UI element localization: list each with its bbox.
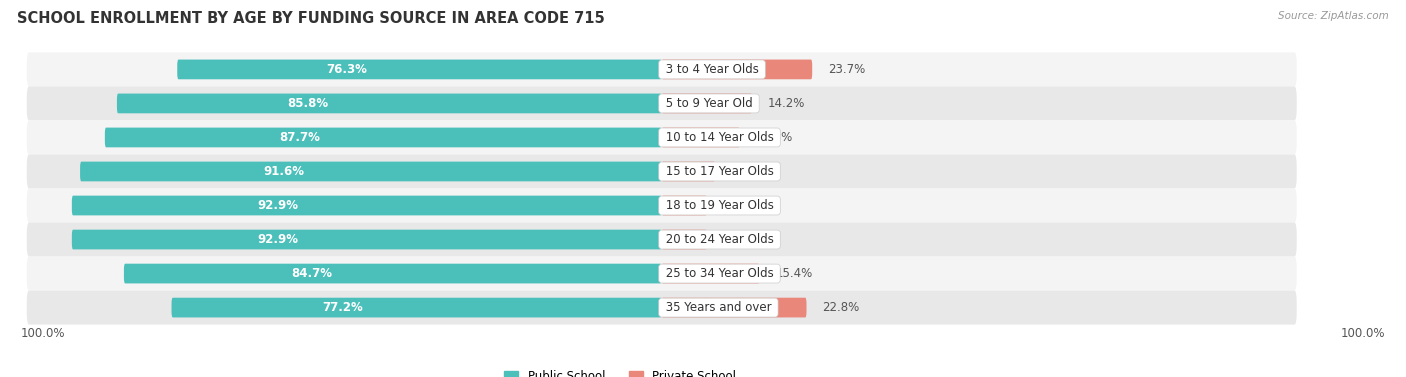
Text: 87.7%: 87.7% (280, 131, 321, 144)
FancyBboxPatch shape (124, 264, 662, 284)
FancyBboxPatch shape (27, 86, 1296, 121)
Text: 85.8%: 85.8% (287, 97, 328, 110)
FancyBboxPatch shape (72, 196, 662, 215)
Text: 20 to 24 Year Olds: 20 to 24 Year Olds (662, 233, 778, 246)
Text: 35 Years and over: 35 Years and over (662, 301, 775, 314)
FancyBboxPatch shape (105, 127, 662, 147)
FancyBboxPatch shape (662, 230, 707, 250)
Text: 91.6%: 91.6% (263, 165, 304, 178)
Text: 92.9%: 92.9% (257, 199, 299, 212)
FancyBboxPatch shape (27, 155, 1296, 188)
Text: 14.2%: 14.2% (768, 97, 806, 110)
Text: 15 to 17 Year Olds: 15 to 17 Year Olds (662, 165, 778, 178)
FancyBboxPatch shape (27, 291, 1296, 325)
FancyBboxPatch shape (27, 121, 1296, 155)
Text: Source: ZipAtlas.com: Source: ZipAtlas.com (1278, 11, 1389, 21)
Text: 8.4%: 8.4% (731, 165, 761, 178)
FancyBboxPatch shape (172, 298, 662, 317)
Text: 22.8%: 22.8% (823, 301, 859, 314)
Text: 23.7%: 23.7% (828, 63, 865, 76)
Text: 7.1%: 7.1% (723, 199, 752, 212)
FancyBboxPatch shape (662, 196, 707, 215)
Text: 5 to 9 Year Old: 5 to 9 Year Old (662, 97, 756, 110)
Text: 76.3%: 76.3% (326, 63, 367, 76)
Text: 10 to 14 Year Olds: 10 to 14 Year Olds (662, 131, 778, 144)
FancyBboxPatch shape (662, 298, 807, 317)
Text: SCHOOL ENROLLMENT BY AGE BY FUNDING SOURCE IN AREA CODE 715: SCHOOL ENROLLMENT BY AGE BY FUNDING SOUR… (17, 11, 605, 26)
FancyBboxPatch shape (27, 188, 1296, 222)
Text: 100.0%: 100.0% (21, 327, 65, 340)
Text: 12.3%: 12.3% (755, 131, 793, 144)
Text: 84.7%: 84.7% (291, 267, 333, 280)
FancyBboxPatch shape (662, 264, 759, 284)
Text: 92.9%: 92.9% (257, 233, 299, 246)
Text: 7.1%: 7.1% (723, 233, 752, 246)
FancyBboxPatch shape (662, 60, 813, 79)
Text: 25 to 34 Year Olds: 25 to 34 Year Olds (662, 267, 778, 280)
Legend: Public School, Private School: Public School, Private School (505, 371, 737, 377)
Text: 100.0%: 100.0% (1341, 327, 1385, 340)
Text: 3 to 4 Year Olds: 3 to 4 Year Olds (662, 63, 762, 76)
FancyBboxPatch shape (27, 52, 1296, 86)
FancyBboxPatch shape (117, 93, 662, 113)
FancyBboxPatch shape (662, 93, 752, 113)
FancyBboxPatch shape (27, 222, 1296, 256)
FancyBboxPatch shape (177, 60, 662, 79)
Text: 77.2%: 77.2% (323, 301, 364, 314)
FancyBboxPatch shape (27, 256, 1296, 291)
FancyBboxPatch shape (72, 230, 662, 250)
FancyBboxPatch shape (662, 162, 716, 181)
FancyBboxPatch shape (662, 127, 740, 147)
Text: 15.4%: 15.4% (775, 267, 813, 280)
FancyBboxPatch shape (80, 162, 662, 181)
Text: 18 to 19 Year Olds: 18 to 19 Year Olds (662, 199, 778, 212)
